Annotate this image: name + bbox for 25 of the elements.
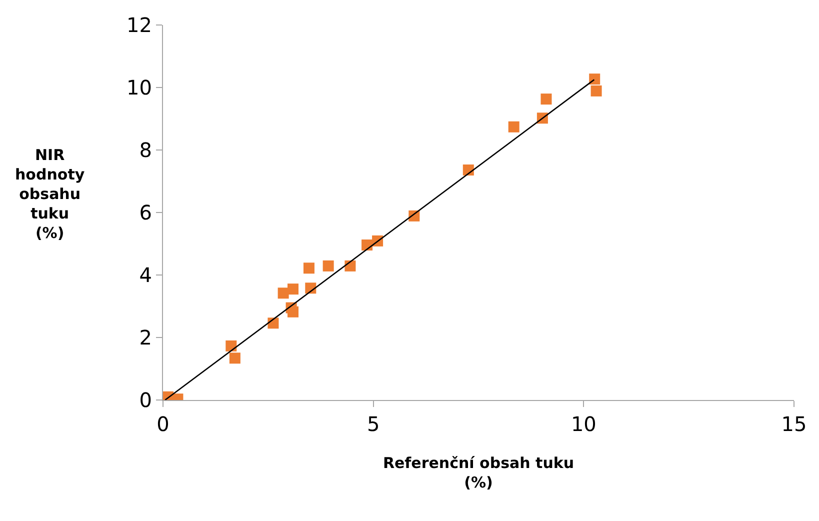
y-tick-label: 12 [126,13,152,37]
y-axis-title: NIR hodnoty obsahu tuku (%) [15,146,85,242]
y-tick-label: 10 [126,76,152,100]
point [226,340,237,352]
point [303,262,314,274]
point [540,94,552,105]
y-tick-label: 4 [139,263,152,287]
y-tick-label: 8 [139,138,152,162]
point [508,121,520,132]
point [322,260,334,272]
y-tick-label: 2 [139,326,152,350]
point [229,352,240,364]
point [278,288,289,299]
point [287,284,298,295]
y-tick-label: 0 [139,388,152,412]
x-tick-label: 15 [781,412,807,436]
point [590,85,602,96]
x-tick-label: 0 [156,412,170,436]
point [344,260,356,272]
point [287,306,298,318]
y-tick-label: 6 [139,200,152,224]
x-tick-label: 10 [570,412,596,436]
point [589,74,600,85]
x-tick-label: 5 [366,412,380,436]
x-axis-title: Referenční obsah tuku (%) [382,454,574,492]
